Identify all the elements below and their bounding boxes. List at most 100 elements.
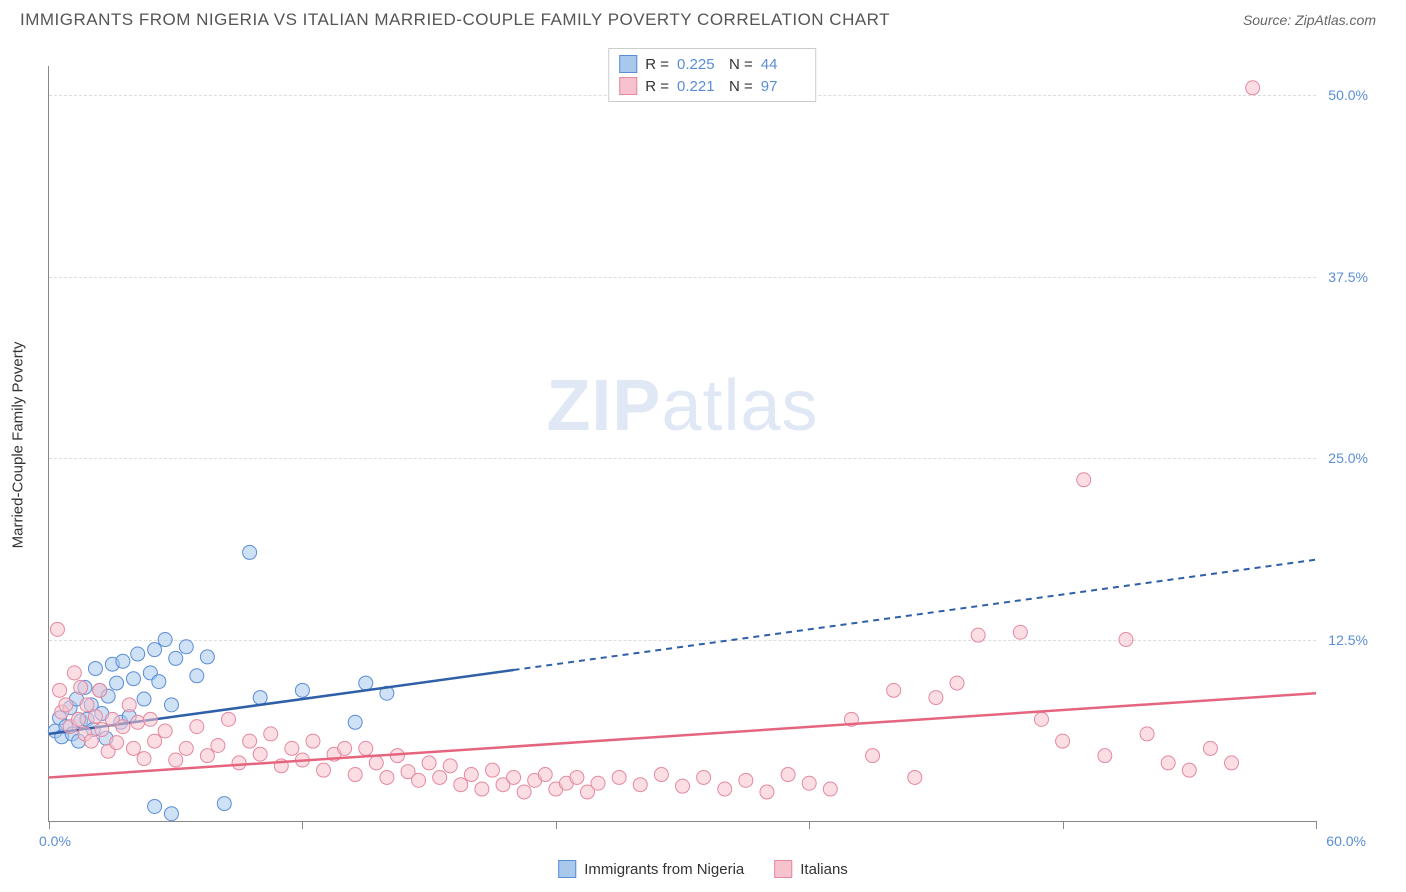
data-point-nigeria [295,683,309,697]
data-point-italians [59,698,73,712]
r-label: R = [645,78,669,95]
chart-legend: Immigrants from Nigeria Italians [558,860,848,878]
r-value-italians: 0.221 [677,78,721,95]
data-point-italians [697,770,711,784]
data-point-italians [369,756,383,770]
data-point-italians [53,683,67,697]
x-min-label: 0.0% [39,833,71,849]
data-point-nigeria [137,692,151,706]
data-point-italians [50,622,64,636]
data-point-italians [1056,734,1070,748]
data-point-italians [126,741,140,755]
n-value-italians: 97 [761,78,805,95]
stats-row-nigeria: R = 0.225 N = 44 [619,53,805,75]
data-point-italians [718,782,732,796]
r-label: R = [645,56,669,73]
data-point-italians [633,778,647,792]
data-point-italians [116,720,130,734]
data-point-italians [179,741,193,755]
data-point-italians [950,676,964,690]
swatch-nigeria [619,55,637,73]
data-point-italians [412,773,426,787]
source-attribution: Source: ZipAtlas.com [1243,12,1376,28]
data-point-nigeria [253,691,267,705]
data-point-italians [1077,473,1091,487]
data-point-italians [285,741,299,755]
plot-area: ZIPatlas 12.5%25.0%37.5%50.0% 0.0% 60.0% [48,66,1316,822]
data-point-italians [908,770,922,784]
data-point-italians [517,785,531,799]
legend-label-nigeria: Immigrants from Nigeria [584,861,744,878]
y-tick-label: 12.5% [1328,632,1368,648]
chart-title: IMMIGRANTS FROM NIGERIA VS ITALIAN MARRI… [20,10,890,30]
legend-item-nigeria: Immigrants from Nigeria [558,860,744,878]
data-point-italians [538,768,552,782]
data-point-italians [464,768,478,782]
data-point-nigeria [158,633,172,647]
data-point-italians [485,763,499,777]
data-point-italians [306,734,320,748]
x-tick [49,821,50,829]
data-point-italians [454,778,468,792]
data-point-italians [1034,712,1048,726]
data-point-italians [158,724,172,738]
y-axis-label: Married-Couple Family Poverty [10,342,27,549]
chart-container: Married-Couple Family Poverty ZIPatlas 1… [48,48,1376,842]
data-point-italians [475,782,489,796]
data-point-italians [591,776,605,790]
data-point-italians [971,628,985,642]
x-tick [1316,821,1317,829]
y-tick-label: 50.0% [1328,87,1368,103]
data-point-nigeria [348,715,362,729]
data-point-italians [221,712,235,726]
x-tick [302,821,303,829]
data-point-italians [1098,749,1112,763]
data-point-nigeria [243,545,257,559]
data-point-italians [654,768,668,782]
data-point-italians [88,709,102,723]
legend-swatch-nigeria [558,860,576,878]
data-point-italians [823,782,837,796]
data-point-italians [422,756,436,770]
data-point-italians [148,734,162,748]
data-point-italians [169,753,183,767]
data-point-italians [80,698,94,712]
legend-item-italians: Italians [774,860,848,878]
data-point-nigeria [148,799,162,813]
data-point-italians [887,683,901,697]
data-point-italians [137,752,151,766]
data-point-italians [348,768,362,782]
scatter-plot [49,66,1316,821]
data-point-italians [433,770,447,784]
data-point-nigeria [200,650,214,664]
data-point-italians [929,691,943,705]
data-point-italians [190,720,204,734]
data-point-italians [131,715,145,729]
n-label: N = [729,56,753,73]
x-max-label: 60.0% [1326,833,1366,849]
data-point-nigeria [131,647,145,661]
y-tick-label: 37.5% [1328,269,1368,285]
data-point-italians [802,776,816,790]
legend-swatch-italians [774,860,792,878]
data-point-italians [612,770,626,784]
data-point-nigeria [148,643,162,657]
data-point-italians [781,768,795,782]
data-point-italians [84,734,98,748]
data-point-italians [739,773,753,787]
chart-header: IMMIGRANTS FROM NIGERIA VS ITALIAN MARRI… [0,0,1406,36]
trend-line-italians [49,693,1316,777]
data-point-italians [211,739,225,753]
data-point-italians [1246,81,1260,95]
data-point-nigeria [116,654,130,668]
data-point-italians [570,770,584,784]
data-point-italians [866,749,880,763]
y-tick-label: 25.0% [1328,450,1368,466]
data-point-nigeria [179,640,193,654]
swatch-italians [619,77,637,95]
correlation-stats-box: R = 0.225 N = 44 R = 0.221 N = 97 [608,48,816,102]
data-point-italians [1119,633,1133,647]
trend-line-dashed-nigeria [514,560,1316,670]
data-point-italians [74,680,88,694]
r-value-nigeria: 0.225 [677,56,721,73]
